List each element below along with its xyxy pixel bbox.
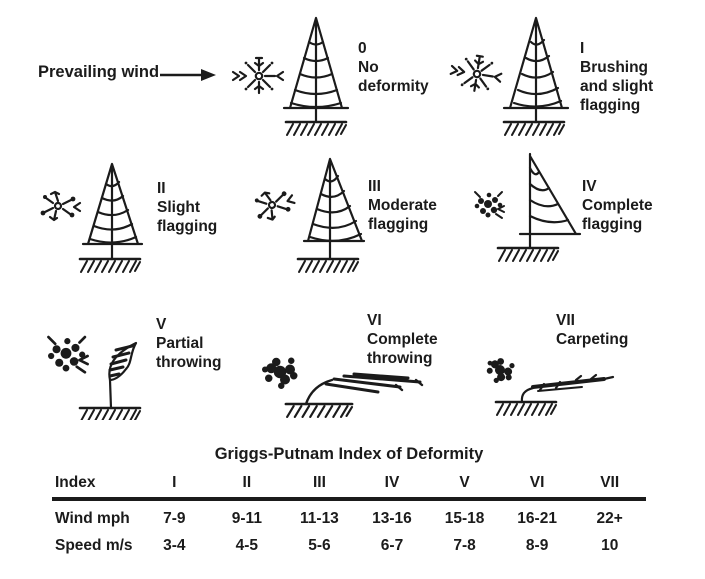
stage-5-label: V Partial throwing <box>156 315 221 372</box>
header-cell-index: Index <box>55 474 96 491</box>
stage-1-label: I Brushing and slight flagging <box>580 39 653 115</box>
header-cell: III <box>312 474 326 491</box>
header-cell: VI <box>529 474 545 491</box>
ground-icon <box>284 402 354 419</box>
stage-3-label: III Moderate flagging <box>368 177 437 234</box>
figure-stage-5 <box>40 322 160 420</box>
stage-description: Partial throwing <box>156 335 222 371</box>
cell: 3-4 <box>163 537 186 554</box>
cell: 8-9 <box>525 537 549 554</box>
figure-stage-1 <box>448 14 576 146</box>
stage-numeral: I <box>580 40 585 57</box>
stage-description: No deformity <box>358 59 429 95</box>
figure-stage-0 <box>228 14 356 146</box>
ground-icon <box>78 257 142 274</box>
stage-7-label: VII Carpeting <box>556 311 628 349</box>
tree-slight-flagging-icon <box>81 162 144 261</box>
stage-4-label: IV Complete flagging <box>582 177 653 234</box>
figure-stage-3 <box>242 153 374 275</box>
figure-stage-7 <box>476 350 654 420</box>
cell: 13-16 <box>372 510 412 527</box>
stage-numeral: VII <box>556 312 575 329</box>
cell: 11-13 <box>300 510 339 527</box>
stage-2-label: II Slight flagging <box>157 179 217 236</box>
ground-icon <box>496 246 560 263</box>
crown-top-view-icon <box>231 56 285 95</box>
tree-complete-throwing-icon <box>304 372 424 406</box>
table-row-wind-mph: Wind mph 7-9 9-11 11-13 13-16 15-18 16-2… <box>52 510 646 528</box>
cell: 16-21 <box>517 510 557 527</box>
row-label: Wind mph <box>55 510 130 527</box>
table-title: Griggs-Putnam Index of Deformity <box>214 445 484 463</box>
cell: 7-9 <box>163 510 186 527</box>
stage-numeral: IV <box>582 178 597 195</box>
crown-top-view-icon <box>250 183 299 225</box>
cell: 9-11 <box>231 510 262 527</box>
tree-no-deformity-icon <box>282 16 350 124</box>
crown-top-view-icon <box>46 335 89 374</box>
cell: 4-5 <box>235 537 259 554</box>
cell: 5-6 <box>308 537 331 554</box>
crown-top-view-icon <box>39 190 82 222</box>
table-header-row: Index I II III IV V VI VII <box>52 474 646 501</box>
stage-numeral: 0 <box>358 40 367 57</box>
deformity-index-table: Griggs-Putnam Index of Deformity Index I… <box>52 445 646 555</box>
stage-0-label: 0 No deformity <box>358 39 429 96</box>
row-label: Speed m/s <box>55 537 133 554</box>
crown-top-view-icon <box>262 357 298 389</box>
prevailing-wind-label: Prevailing wind <box>38 63 160 81</box>
cell: 7-8 <box>453 537 476 554</box>
header-cell: IV <box>384 474 400 491</box>
header-cell: II <box>242 474 252 491</box>
tree-carpeting-icon <box>520 373 615 404</box>
stage-numeral: VI <box>367 312 382 329</box>
figure-stage-4 <box>458 148 590 268</box>
ground-icon <box>78 406 142 420</box>
tree-moderate-flagging-icon <box>302 157 366 261</box>
stage-6-label: VI Complete throwing <box>367 311 438 368</box>
stage-description: Brushing and slight flagging <box>580 59 654 114</box>
stage-description: Carpeting <box>556 331 629 348</box>
stage-description: Slight flagging <box>157 199 218 235</box>
tree-complete-flagging-icon <box>518 152 582 250</box>
header-cell: V <box>459 474 470 491</box>
table-row-speed-ms: Speed m/s 3-4 4-5 5-6 6-7 7-8 8-9 10 <box>52 537 646 555</box>
cell: 15-18 <box>444 510 485 527</box>
stage-description: Moderate flagging <box>368 197 437 233</box>
tree-partial-throwing-icon <box>108 341 138 410</box>
header-cell: VII <box>600 474 620 491</box>
figure-stage-6 <box>250 350 428 420</box>
stage-numeral: III <box>368 178 381 195</box>
ground-icon <box>296 257 360 274</box>
ground-icon <box>284 120 348 137</box>
header-cell: I <box>172 474 177 491</box>
crown-top-view-icon <box>481 353 518 389</box>
wind-direction-arrow-icon <box>160 69 216 81</box>
figure-stage-2 <box>28 156 156 276</box>
cell: 22+ <box>596 510 623 527</box>
stage-description: Complete flagging <box>582 197 653 233</box>
stage-description: Complete throwing <box>367 331 438 367</box>
crown-top-view-icon <box>448 51 505 96</box>
cell: 10 <box>601 537 619 554</box>
cell: 6-7 <box>380 537 404 554</box>
tree-brushing-icon <box>502 16 570 124</box>
stage-numeral: V <box>156 316 167 333</box>
stage-numeral: II <box>157 180 166 197</box>
ground-icon <box>494 400 558 417</box>
ground-icon <box>502 120 566 137</box>
crown-top-view-icon <box>473 191 505 219</box>
